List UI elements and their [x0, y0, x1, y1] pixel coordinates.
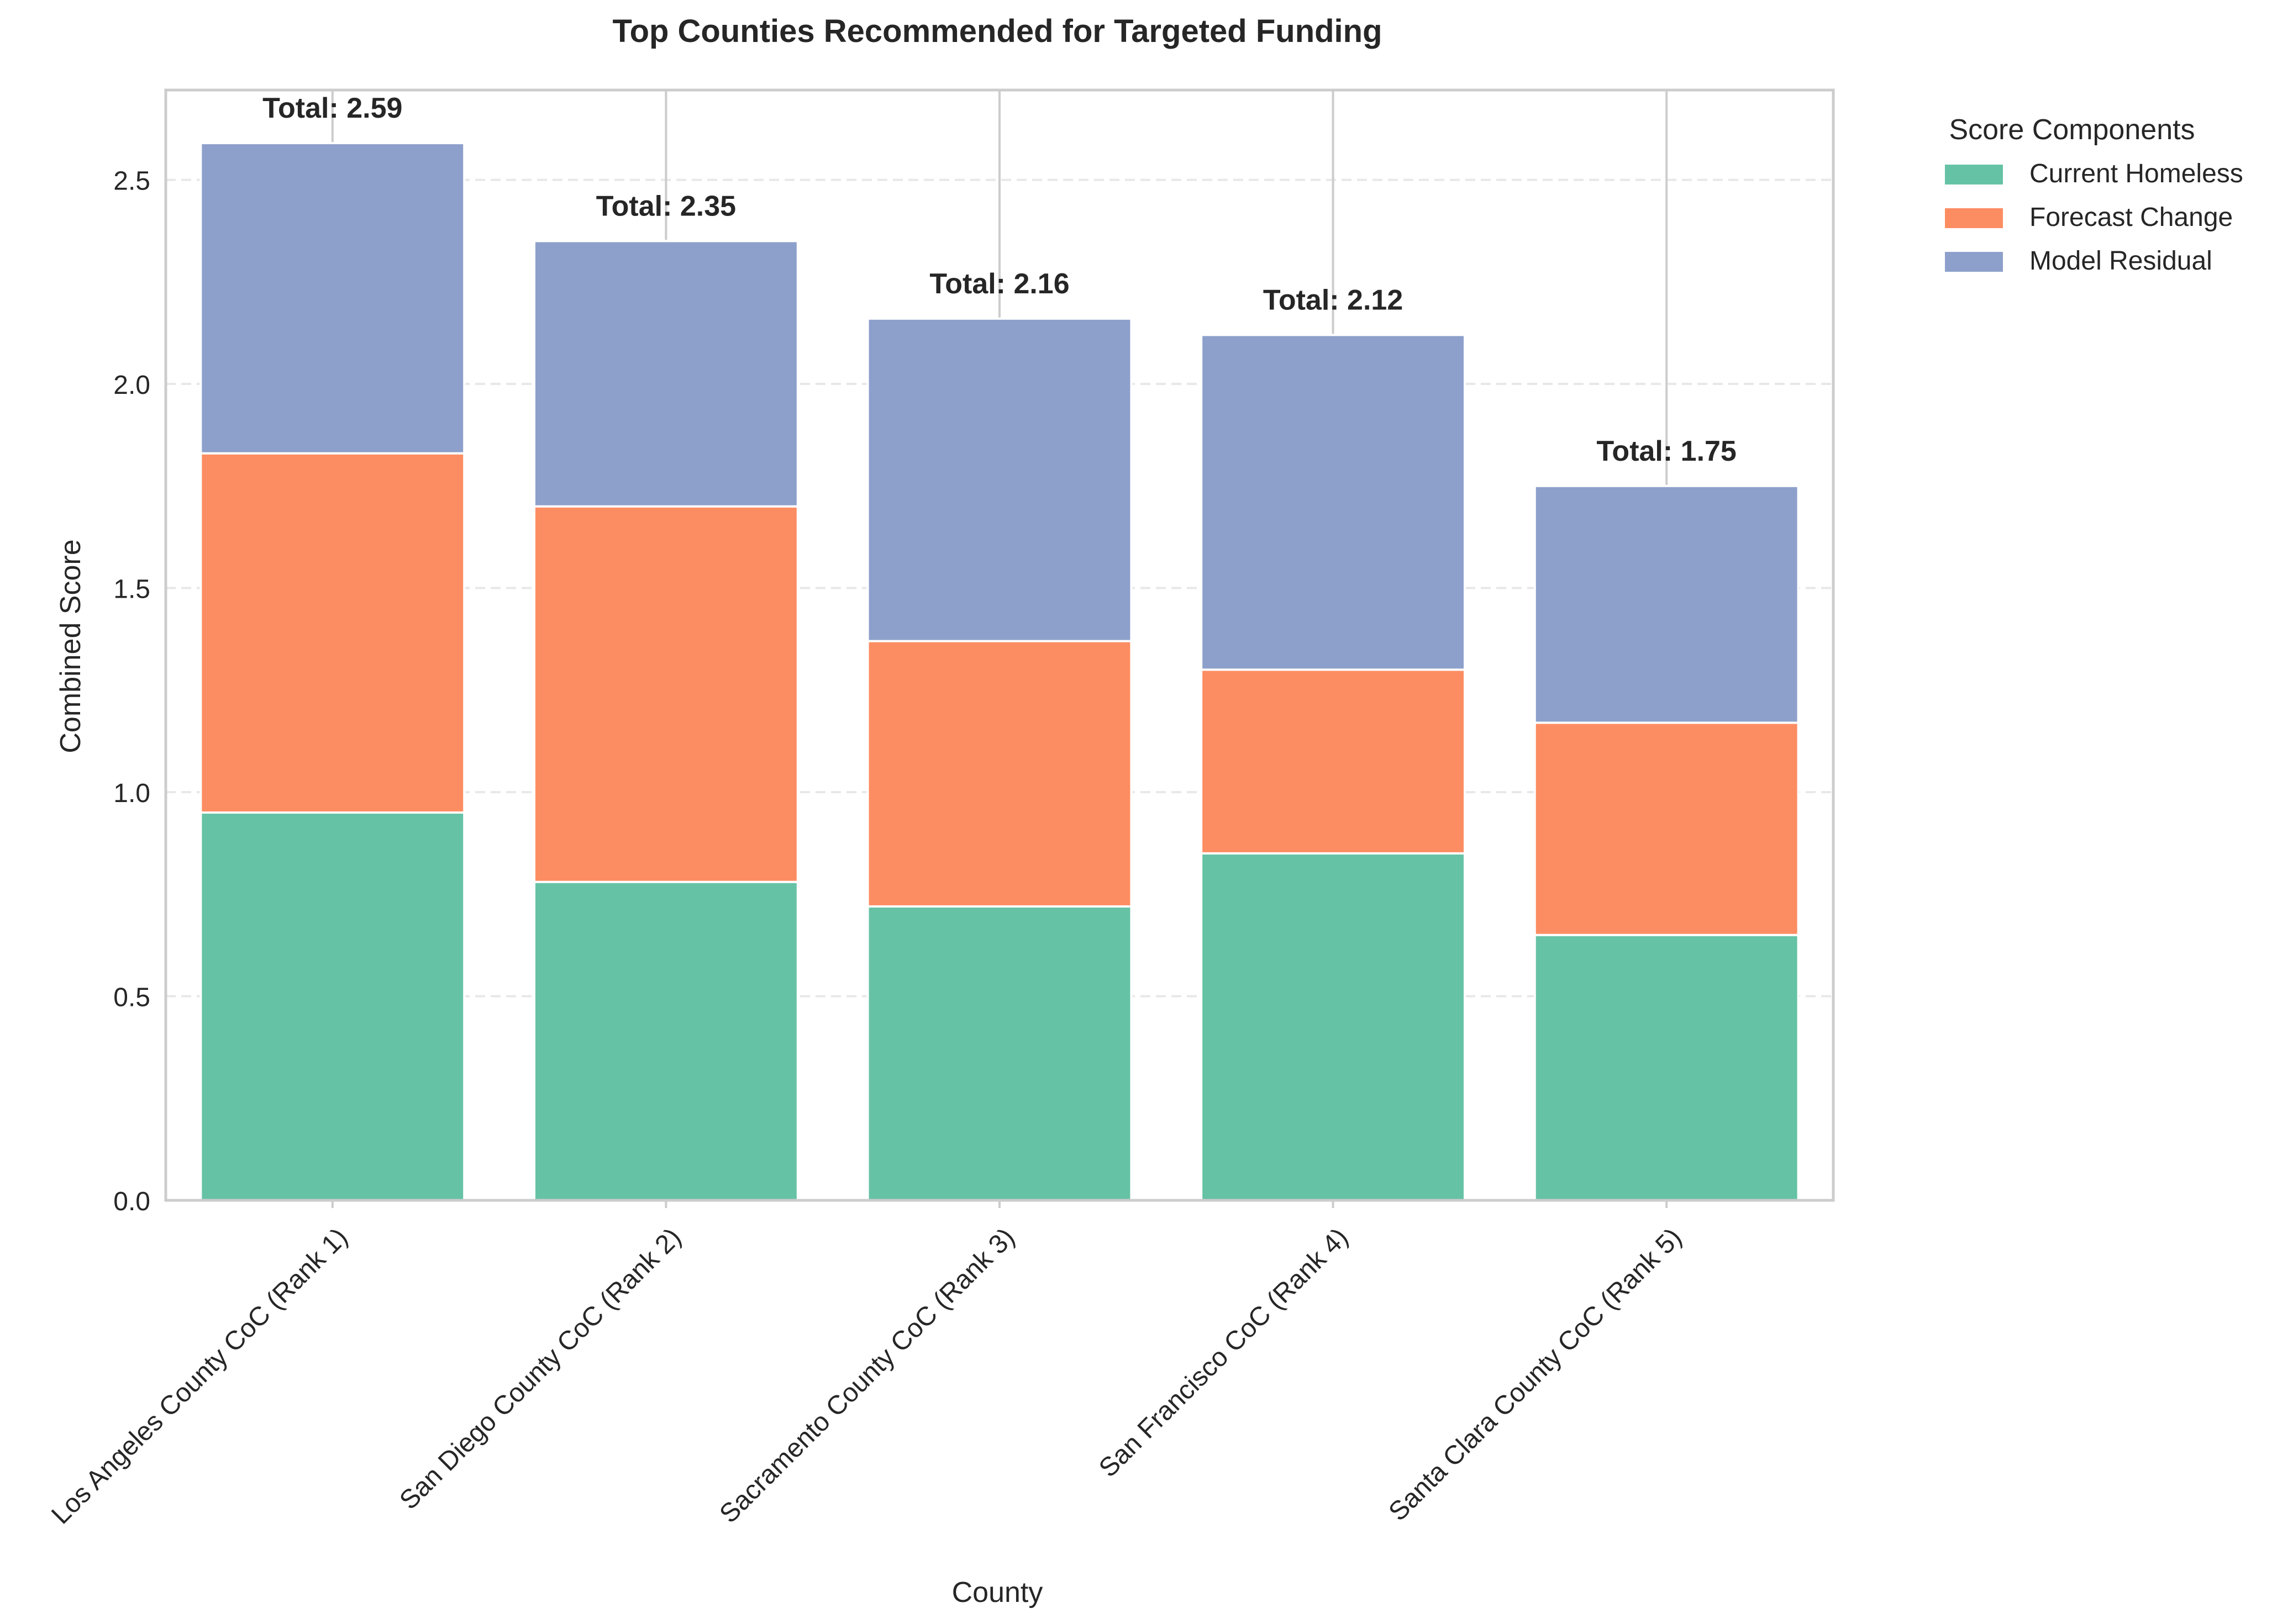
bar-segment-forecast-change — [1533, 721, 1800, 936]
bar-segment-model-residual — [199, 142, 466, 455]
y-tick-label: 0.5 — [113, 983, 150, 1013]
bar-segment-current-homeless — [1533, 934, 1800, 1201]
x-axis-label: County — [952, 1576, 1043, 1609]
bar-segment-model-residual — [866, 317, 1133, 642]
bar-segment-current-homeless — [866, 905, 1133, 1201]
y-axis-ticks: 0.0 0.5 1.0 1.5 2.0 2.5 — [113, 167, 150, 1216]
legend-label: Model Residual — [2029, 246, 2212, 276]
legend-title: Score Components — [1949, 114, 2195, 146]
bars — [199, 142, 1800, 1201]
legend: Score Components Current Homeless Forecas… — [1945, 114, 2243, 276]
total-leader-lines — [331, 90, 1668, 486]
total-labels: Total: 2.59 Total: 2.35 Total: 2.16 Total: … — [262, 92, 1737, 467]
legend-label: Current Homeless — [2029, 159, 2243, 188]
y-axis-label: Combined Score — [55, 539, 87, 753]
total-label: Total: 2.12 — [1263, 284, 1403, 316]
y-tick-label: 2.0 — [113, 371, 150, 400]
total-label: Total: 2.16 — [929, 268, 1069, 300]
y-tick-label: 2.5 — [113, 167, 150, 196]
total-label: Total: 2.59 — [262, 92, 402, 124]
legend-swatch-current-homeless — [1945, 165, 2003, 184]
legend-swatch-model-residual — [1945, 252, 2003, 272]
bar-segment-current-homeless — [199, 811, 466, 1201]
bar-segment-current-homeless — [533, 880, 799, 1201]
bar-segment-forecast-change — [1200, 668, 1466, 855]
bar-segment-model-residual — [533, 240, 799, 508]
total-label: Total: 2.35 — [596, 190, 736, 222]
y-tick-label: 1.0 — [113, 779, 150, 808]
total-label: Total: 1.75 — [1597, 435, 1737, 467]
legend-swatch-forecast-change — [1945, 208, 2003, 228]
bar-segment-model-residual — [1533, 484, 1800, 724]
bar-segment-forecast-change — [866, 640, 1133, 908]
bar-segment-forecast-change — [533, 505, 799, 883]
y-tick-label: 0.0 — [113, 1187, 150, 1216]
chart-title: Top Counties Recommended for Targeted Fu… — [612, 13, 1382, 49]
legend-label: Forecast Change — [2029, 203, 2233, 232]
bar-segment-current-homeless — [1200, 852, 1466, 1201]
bar-segment-forecast-change — [199, 452, 466, 814]
bar-segment-model-residual — [1200, 334, 1466, 671]
y-tick-label: 1.5 — [113, 575, 150, 604]
